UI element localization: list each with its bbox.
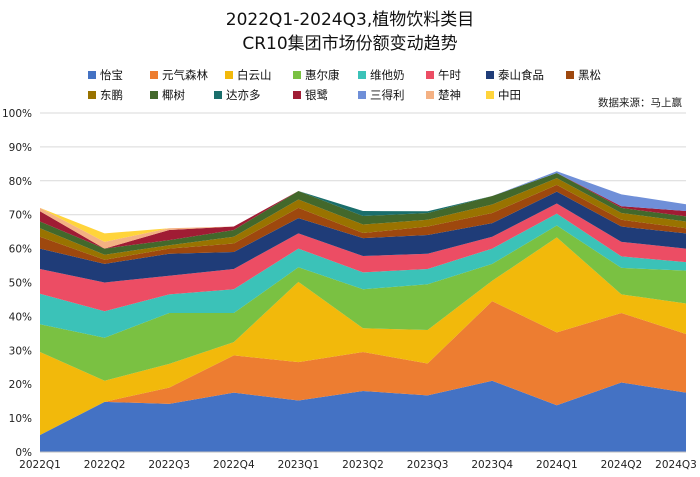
legend-label: 泰山食品	[498, 68, 544, 82]
area-series	[40, 191, 686, 283]
area-series	[40, 301, 686, 436]
legend-swatch	[358, 71, 366, 79]
y-tick-label: 50%	[9, 278, 32, 290]
area-series	[40, 171, 686, 242]
legend-item: 午时	[426, 68, 461, 82]
x-tick-label: 2023Q2	[342, 459, 384, 471]
legend-label: 椰树	[162, 88, 185, 102]
area-series	[40, 213, 686, 338]
legend-swatch	[293, 71, 301, 79]
legend-swatch	[566, 71, 574, 79]
legend-item: 泰山食品	[486, 68, 544, 82]
y-tick-label: 20%	[9, 379, 32, 391]
legend-label: 达亦多	[226, 88, 261, 102]
legend-item: 东鹏	[88, 88, 123, 102]
legend-item: 银鹭	[293, 88, 328, 102]
x-tick-label: 2023Q4	[471, 459, 513, 471]
legend-swatch	[150, 91, 158, 99]
chart-title-line1: 2022Q1-2024Q3,植物饮料类目	[225, 10, 475, 30]
legend-swatch	[88, 71, 96, 79]
y-tick-label: 40%	[9, 311, 32, 323]
x-tick-label: 2024Q1	[536, 459, 578, 471]
legend-swatch	[150, 71, 158, 79]
legend-item: 维他奶	[358, 68, 405, 82]
legend-item: 楚神	[426, 88, 461, 102]
area-series	[40, 380, 686, 452]
legend-label: 三得利	[370, 88, 405, 102]
x-tick-label: 2023Q1	[278, 459, 320, 471]
legend-label: 白云山	[237, 68, 272, 82]
legend-swatch	[88, 91, 96, 99]
legend-label: 银鹭	[305, 88, 328, 102]
legend-label: 东鹏	[100, 88, 123, 102]
y-tick-label: 10%	[9, 413, 32, 425]
area-series	[40, 184, 686, 264]
legend-swatch	[486, 91, 494, 99]
x-tick-label: 2022Q4	[213, 459, 255, 471]
legend-item: 达亦多	[214, 88, 261, 102]
y-tick-label: 30%	[9, 345, 32, 357]
area-series	[40, 203, 686, 312]
legend-item: 三得利	[358, 88, 405, 102]
x-tick-label: 2022Q1	[19, 459, 61, 471]
legend-swatch	[293, 91, 301, 99]
y-tick-label: 90%	[9, 142, 32, 154]
x-tick-label: 2024Q2	[601, 459, 643, 471]
y-tick-label: 0%	[15, 447, 32, 459]
chart-title-line2: CR10集团市场份额变动趋势	[242, 34, 458, 54]
y-tick-label: 70%	[9, 210, 32, 222]
legend-swatch	[358, 91, 366, 99]
legend-label: 惠尔康	[305, 68, 340, 82]
area-series	[40, 225, 686, 381]
x-tick-label: 2024Q3	[655, 459, 697, 471]
legend-label: 怡宝	[100, 68, 123, 82]
legend-label: 维他奶	[370, 68, 405, 82]
y-tick-label: 60%	[9, 244, 32, 256]
chart-legend: 怡宝 元气森林 白云山 惠尔康 维他奶 午时 泰山食品 黑松东鹏 椰树 达亦多 银鹭 三得利 楚神 中田	[0, 64, 700, 104]
legend-label: 中田	[498, 88, 521, 102]
legend-label: 黑松	[578, 68, 601, 82]
legend-swatch	[426, 71, 434, 79]
x-tick-label: 2022Q3	[148, 459, 190, 471]
legend-swatch	[486, 71, 494, 79]
legend-item: 黑松	[566, 68, 601, 82]
x-tick-label: 2023Q3	[407, 459, 449, 471]
legend-item: 怡宝	[88, 68, 123, 82]
source-note: 数据来源：马上赢	[598, 97, 682, 109]
legend-label: 楚神	[438, 88, 461, 102]
legend-item: 元气森林	[150, 68, 208, 82]
legend-label: 午时	[438, 68, 461, 82]
x-tick-label: 2022Q2	[84, 459, 126, 471]
area-series	[40, 173, 686, 249]
legend-item: 中田	[486, 88, 521, 102]
legend-item: 惠尔康	[293, 68, 340, 82]
area-series	[40, 237, 686, 436]
legend-swatch	[426, 91, 434, 99]
legend-item: 椰树	[150, 88, 185, 102]
legend-item: 白云山	[225, 68, 272, 82]
y-tick-label: 80%	[9, 176, 32, 188]
legend-swatch	[225, 71, 233, 79]
y-tick-label: 100%	[2, 108, 32, 120]
legend-label: 元气森林	[162, 68, 208, 82]
legend-swatch	[214, 91, 222, 99]
area-series	[40, 178, 686, 260]
